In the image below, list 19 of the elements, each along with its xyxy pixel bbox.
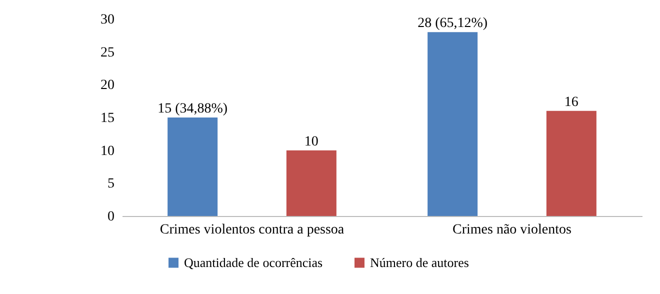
x-tick-label: Crimes não violentos: [452, 222, 572, 238]
bar: [286, 150, 336, 216]
y-tick-label: 5: [108, 176, 114, 192]
x-tick-label: Crimes violentos contra a pessoa: [160, 222, 345, 238]
y-tick-label: 0: [108, 210, 114, 224]
y-tick-label: 25: [100, 45, 114, 60]
data-label: 28 (65,12%): [418, 16, 488, 32]
bar: [428, 32, 478, 216]
bar: [546, 110, 596, 216]
y-tick-label: 20: [100, 78, 114, 94]
y-tick-label: 10: [100, 144, 114, 159]
legend-label: Quantidade de ocorrências: [184, 254, 323, 270]
data-label: 15 (34,88%): [158, 102, 228, 116]
y-tick-label: 15: [100, 111, 114, 126]
bar: [168, 118, 218, 216]
data-label: 16: [564, 94, 578, 110]
data-label: 10: [304, 134, 318, 150]
y-tick-label: 30: [100, 12, 114, 28]
legend-label: Número de autores: [370, 254, 469, 270]
